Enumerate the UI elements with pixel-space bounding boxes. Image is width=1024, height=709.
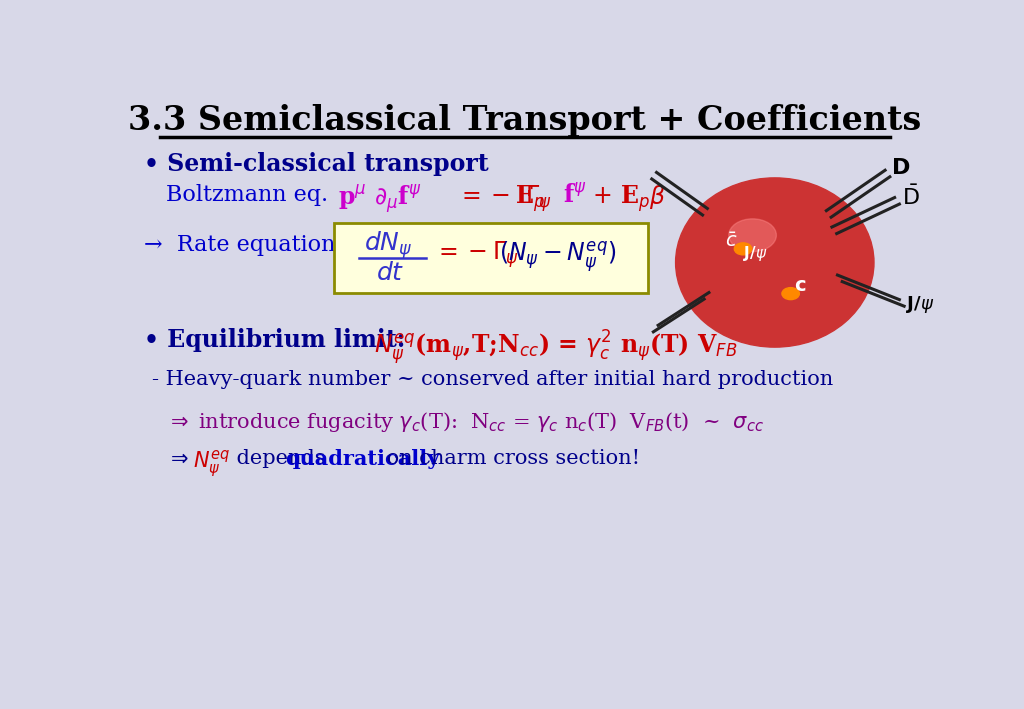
Text: depends: depends: [229, 450, 332, 468]
Text: on charm cross section!: on charm cross section!: [380, 450, 640, 468]
Text: $\Gamma_{\psi}$: $\Gamma_{\psi}$: [524, 184, 551, 214]
Text: f$^{\psi}$: f$^{\psi}$: [563, 184, 587, 207]
Text: $dt$: $dt$: [377, 261, 404, 285]
Text: $+$ E$_p$: $+$ E$_p$: [592, 184, 650, 214]
Text: $\Rightarrow$ introduce fugacity $\gamma_c$(T):  N$_{cc}$ = $\gamma_c$ n$_c$(T) : $\Rightarrow$ introduce fugacity $\gamma…: [166, 410, 764, 434]
Text: c: c: [795, 277, 806, 296]
Circle shape: [782, 288, 800, 300]
Text: • Semi-classical transport: • Semi-classical transport: [143, 152, 488, 176]
Text: • Equilibrium limit:: • Equilibrium limit:: [143, 328, 406, 352]
Ellipse shape: [729, 219, 776, 252]
Text: J/$\psi$: J/$\psi$: [905, 294, 934, 315]
Text: →  Rate equation:: → Rate equation:: [143, 233, 343, 255]
Text: $dN_{\psi}$: $dN_{\psi}$: [365, 230, 413, 262]
Text: $(N_{\psi} - N_{\psi}^{eq})$: $(N_{\psi} - N_{\psi}^{eq})$: [500, 239, 616, 274]
Text: $\bar{c}$: $\bar{c}$: [725, 232, 737, 251]
Text: $\beta$: $\beta$: [649, 184, 666, 211]
Circle shape: [734, 243, 752, 255]
Text: $\Rightarrow$: $\Rightarrow$: [166, 450, 188, 468]
Ellipse shape: [676, 178, 874, 347]
Text: 3.3 Semiclassical Transport + Coefficients: 3.3 Semiclassical Transport + Coefficien…: [128, 104, 922, 137]
Text: $= -\Gamma_{\psi}$: $= -\Gamma_{\psi}$: [433, 239, 518, 269]
Text: D: D: [892, 158, 910, 178]
Text: p$^{\mu}$ $\partial_{\mu}$f$^{\psi}$: p$^{\mu}$ $\partial_{\mu}$f$^{\psi}$: [338, 184, 422, 216]
Text: quadratically: quadratically: [285, 450, 439, 469]
Text: Boltzmann eq.: Boltzmann eq.: [166, 184, 329, 206]
Text: $= -$E$_p$: $= -$E$_p$: [458, 184, 546, 214]
FancyBboxPatch shape: [334, 223, 648, 293]
Text: - Heavy-quark number ~ conserved after initial hard production: - Heavy-quark number ~ conserved after i…: [152, 370, 834, 389]
Text: J/$\psi$: J/$\psi$: [742, 244, 767, 263]
Text: $N_{\psi}^{eq}$: $N_{\psi}^{eq}$: [194, 450, 230, 481]
Text: $N_{\psi}^{eq}$(m$_{\psi}$,T;N$_{cc}$) = $\gamma_c^2$ n$_{\psi}$(T) V$_{FB}$: $N_{\psi}^{eq}$(m$_{\psi}$,T;N$_{cc}$) =…: [374, 328, 737, 367]
Text: $\bar{\mathrm{D}}$: $\bar{\mathrm{D}}$: [902, 185, 920, 209]
